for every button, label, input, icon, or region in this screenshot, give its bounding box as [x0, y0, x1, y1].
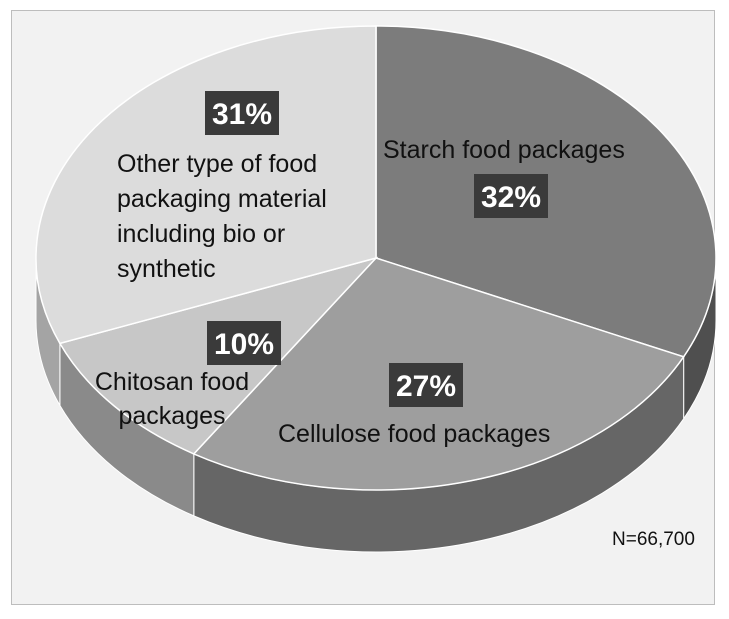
category-label-other-type-of-food-packaging-material-including-bio-or-synthetic-line-3: including bio or [117, 220, 285, 248]
label-group-starch-food-packages: 32% Starch food packages [383, 136, 625, 218]
percent-badge-chitosan-food-packages [207, 321, 281, 365]
category-label-chitosan-food-packages-line-1: Chitosan food [95, 368, 249, 396]
category-label-starch-food-packages-line-1: Starch food packages [383, 136, 625, 164]
sample-size-note: N=66,700 [612, 529, 695, 550]
label-group-cellulose-food-packages: 27% Cellulose food packages [278, 363, 550, 448]
category-label-other-type-of-food-packaging-material-including-bio-or-synthetic-line-1: Other type of food [117, 150, 317, 178]
slice-labels: 32% Starch food packages 27% Cellulose food… [95, 91, 625, 448]
percent-label-cellulose-food-packages: 27% [396, 370, 456, 403]
label-group-other-type-of-food-packaging-material-including-bio-or-synthetic: 31% Other type of food packaging material i… [117, 91, 327, 283]
percent-badge-other-type-of-food-packaging-material-including-bio-or-synthetic [205, 91, 279, 135]
slice-other-type-of-food-packaging-material-including-bio-or-synthetic [35, 25, 377, 345]
category-label-other-type-of-food-packaging-material-including-bio-or-synthetic-line-2: packaging material [117, 185, 327, 213]
category-label-cellulose-food-packages-line-1: Cellulose food packages [278, 420, 550, 448]
category-label-other-type-of-food-packaging-material-including-bio-or-synthetic-line-4: synthetic [117, 255, 216, 283]
percent-label-other-type-of-food-packaging-material-including-bio-or-synthetic: 31% [212, 98, 272, 131]
percent-badge-starch-food-packages [474, 174, 548, 218]
category-label-chitosan-food-packages-line-2: packages [118, 402, 225, 430]
percent-label-chitosan-food-packages: 10% [214, 328, 274, 361]
label-group-chitosan-food-packages: 10% Chitosan food packages [95, 321, 281, 430]
percent-label-starch-food-packages: 32% [481, 181, 541, 214]
percent-badge-cellulose-food-packages [389, 363, 463, 407]
